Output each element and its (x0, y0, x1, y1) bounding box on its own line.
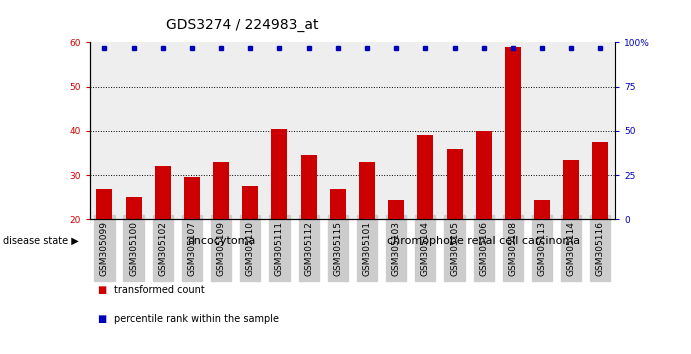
Bar (155, 166, 171, 219)
Bar (330, 188, 346, 219)
Text: percentile rank within the sample: percentile rank within the sample (114, 314, 279, 324)
Bar (592, 142, 608, 219)
Text: disease state ▶: disease state ▶ (3, 236, 79, 246)
Bar (446, 149, 462, 219)
Bar (388, 200, 404, 219)
Text: oncocytoma: oncocytoma (187, 236, 255, 246)
Bar (243, 186, 258, 219)
Bar (505, 47, 521, 219)
Bar (534, 200, 550, 219)
Bar (213, 162, 229, 219)
Bar (563, 160, 579, 219)
Bar (417, 135, 433, 219)
Bar (359, 162, 375, 219)
Text: ■: ■ (97, 314, 106, 324)
Text: transformed count: transformed count (114, 285, 205, 295)
Text: chromophobe renal cell carcinoma: chromophobe renal cell carcinoma (387, 236, 580, 246)
Bar (96, 188, 113, 219)
Text: ■: ■ (97, 285, 106, 295)
Bar (475, 131, 492, 219)
Bar (301, 155, 316, 219)
Text: GDS3274 / 224983_at: GDS3274 / 224983_at (166, 18, 318, 32)
Bar (126, 197, 142, 219)
Bar (184, 177, 200, 219)
Bar (272, 129, 287, 219)
